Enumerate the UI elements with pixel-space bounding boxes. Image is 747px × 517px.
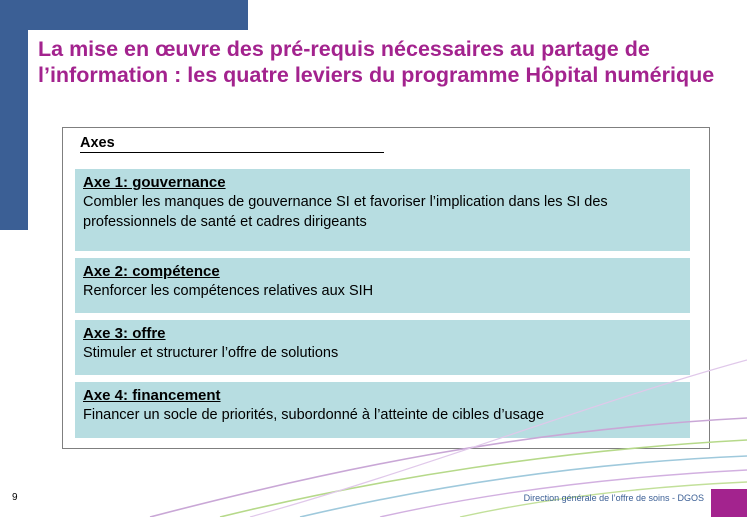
page-number: 9 (12, 492, 18, 503)
axis-box-2: Axe 2: compétence Renforcer les compéten… (75, 258, 690, 313)
axis-box-1: Axe 1: gouvernance Combler les manques d… (75, 169, 690, 251)
axis-description: Stimuler et structurer l’offre de soluti… (83, 345, 339, 361)
decorative-band-left (0, 0, 28, 230)
axis-heading: Axe 2: compétence (83, 263, 220, 280)
axis-box-4: Axe 4: financement Financer un socle de … (75, 382, 690, 438)
footer-text: Direction générale de l’offre de soins -… (523, 493, 704, 503)
axis-description: Renforcer les compétences relatives aux … (83, 283, 374, 299)
slide-title: La mise en œuvre des pré-requis nécessai… (38, 37, 715, 87)
axis-box-3: Axe 3: offre Stimuler et structurer l’of… (75, 320, 690, 375)
decorative-corner (711, 489, 747, 517)
decorative-band-top (0, 0, 248, 30)
axis-description: Combler les manques de gouvernance SI et… (83, 194, 608, 230)
axis-description: Financer un socle de priorités, subordon… (83, 407, 545, 423)
axis-heading: Axe 4: financement (83, 387, 221, 404)
axis-heading: Axe 1: gouvernance (83, 174, 226, 191)
axis-heading: Axe 3: offre (83, 325, 166, 342)
axes-heading: Axes (80, 135, 384, 153)
